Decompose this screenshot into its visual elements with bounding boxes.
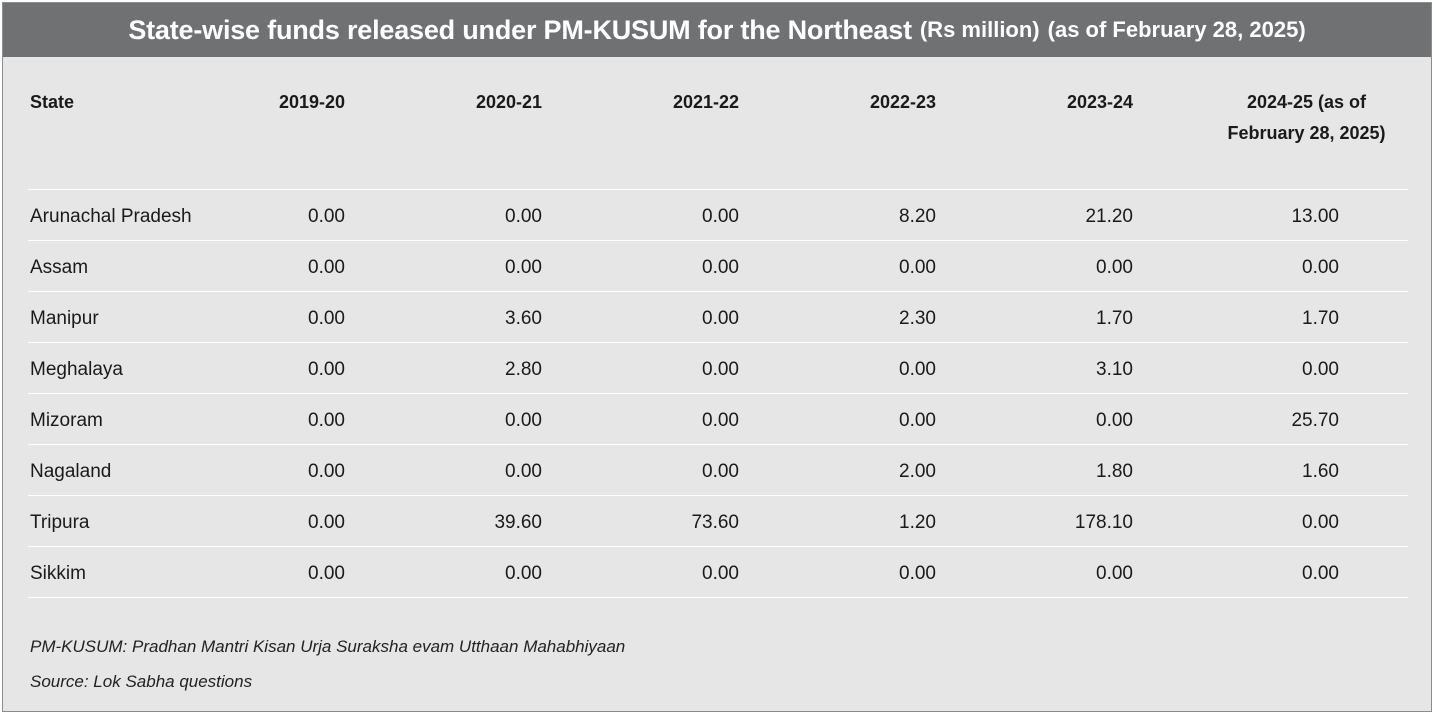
column-header: 2021-22 <box>542 73 739 190</box>
value-cell: 39.60 <box>345 495 542 547</box>
value-cell: 0.00 <box>542 189 739 241</box>
value-cell: 0.00 <box>739 342 936 394</box>
source-note: Source: Lok Sabha questions <box>30 672 253 691</box>
state-cell: Nagaland <box>28 444 213 496</box>
value-cell: 0.00 <box>345 444 542 496</box>
state-cell: Sikkim <box>28 546 213 598</box>
value-cell: 3.60 <box>345 291 542 343</box>
value-cell: 1.70 <box>1133 291 1408 343</box>
value-cell: 0.00 <box>936 240 1133 292</box>
value-cell: 0.00 <box>542 342 739 394</box>
value-cell: 0.00 <box>1133 240 1408 292</box>
value-cell: 0.00 <box>542 444 739 496</box>
table-row: Tripura 0.00 39.60 73.60 1.20 178.10 0.00 <box>28 495 1408 547</box>
column-header: State <box>28 73 213 190</box>
column-header: 2020-21 <box>345 73 542 190</box>
title-unit: (Rs million) <box>919 17 1040 42</box>
value-cell: 1.20 <box>739 495 936 547</box>
value-cell: 0.00 <box>213 393 345 445</box>
value-cell: 0.00 <box>739 240 936 292</box>
value-cell: 1.70 <box>936 291 1133 343</box>
column-header: 2024-25 (as of February 28, 2025) <box>1133 73 1408 190</box>
value-cell: 178.10 <box>936 495 1133 547</box>
table-row: Mizoram 0.00 0.00 0.00 0.00 0.00 25.70 <box>28 393 1408 445</box>
notes: PM-KUSUM: Pradhan Mantri Kisan Urja Sura… <box>30 629 625 699</box>
column-header: 2019-20 <box>213 73 345 190</box>
value-cell: 0.00 <box>345 393 542 445</box>
title-as-of: (as of February 28, 2025) <box>1047 17 1306 42</box>
value-cell: 0.00 <box>1133 495 1408 547</box>
value-cell: 0.00 <box>542 393 739 445</box>
value-cell: 0.00 <box>542 291 739 343</box>
value-cell: 0.00 <box>936 546 1133 598</box>
value-cell: 0.00 <box>345 240 542 292</box>
state-cell: Assam <box>28 240 213 292</box>
table-row: Manipur 0.00 3.60 0.00 2.30 1.70 1.70 <box>28 291 1408 343</box>
column-header: 2022-23 <box>739 73 936 190</box>
value-cell: 2.80 <box>345 342 542 394</box>
value-cell: 3.10 <box>936 342 1133 394</box>
value-cell: 0.00 <box>542 546 739 598</box>
value-cell: 0.00 <box>936 393 1133 445</box>
value-cell: 0.00 <box>213 444 345 496</box>
state-cell: Meghalaya <box>28 342 213 394</box>
value-cell: 73.60 <box>542 495 739 547</box>
page-title: State-wise funds released under PM-KUSUM… <box>128 14 912 45</box>
value-cell: 25.70 <box>1133 393 1408 445</box>
value-cell: 21.20 <box>936 189 1133 241</box>
value-cell: 0.00 <box>1133 342 1408 394</box>
value-cell: 0.00 <box>213 546 345 598</box>
table-row: Assam 0.00 0.00 0.00 0.00 0.00 0.00 <box>28 240 1408 292</box>
state-cell: Arunachal Pradesh <box>28 189 213 241</box>
column-header: 2023-24 <box>936 73 1133 190</box>
state-cell: Tripura <box>28 495 213 547</box>
header-row: State 2019-20 2020-21 2021-22 2022-23 20… <box>28 73 1408 190</box>
table-row: Meghalaya 0.00 2.80 0.00 0.00 3.10 0.00 <box>28 342 1408 394</box>
value-cell: 1.60 <box>1133 444 1408 496</box>
value-cell: 0.00 <box>345 546 542 598</box>
value-cell: 0.00 <box>213 291 345 343</box>
value-cell: 2.00 <box>739 444 936 496</box>
value-cell: 1.80 <box>936 444 1133 496</box>
state-cell: Mizoram <box>28 393 213 445</box>
table-row: Arunachal Pradesh 0.00 0.00 0.00 8.20 21.20 13… <box>28 189 1408 241</box>
table-row: Sikkim 0.00 0.00 0.00 0.00 0.00 0.00 <box>28 546 1408 598</box>
value-cell: 0.00 <box>542 240 739 292</box>
value-cell: 0.00 <box>213 240 345 292</box>
value-cell: 0.00 <box>213 189 345 241</box>
value-cell: 8.20 <box>739 189 936 241</box>
funds-table: State 2019-20 2020-21 2021-22 2022-23 20… <box>28 73 1408 598</box>
value-cell: 0.00 <box>213 342 345 394</box>
value-cell: 0.00 <box>1133 546 1408 598</box>
value-cell: 0.00 <box>739 546 936 598</box>
abbreviation-note: PM-KUSUM: Pradhan Mantri Kisan Urja Sura… <box>30 637 626 656</box>
table-row: Nagaland 0.00 0.00 0.00 2.00 1.80 1.60 <box>28 444 1408 496</box>
title-bar: State-wise funds released under PM-KUSUM… <box>3 3 1431 57</box>
value-cell: 0.00 <box>213 495 345 547</box>
value-cell: 2.30 <box>739 291 936 343</box>
value-cell: 0.00 <box>345 189 542 241</box>
value-cell: 13.00 <box>1133 189 1408 241</box>
state-cell: Manipur <box>28 291 213 343</box>
table-body: Arunachal Pradesh 0.00 0.00 0.00 8.20 21.20 13… <box>28 189 1408 598</box>
value-cell: 0.00 <box>739 393 936 445</box>
